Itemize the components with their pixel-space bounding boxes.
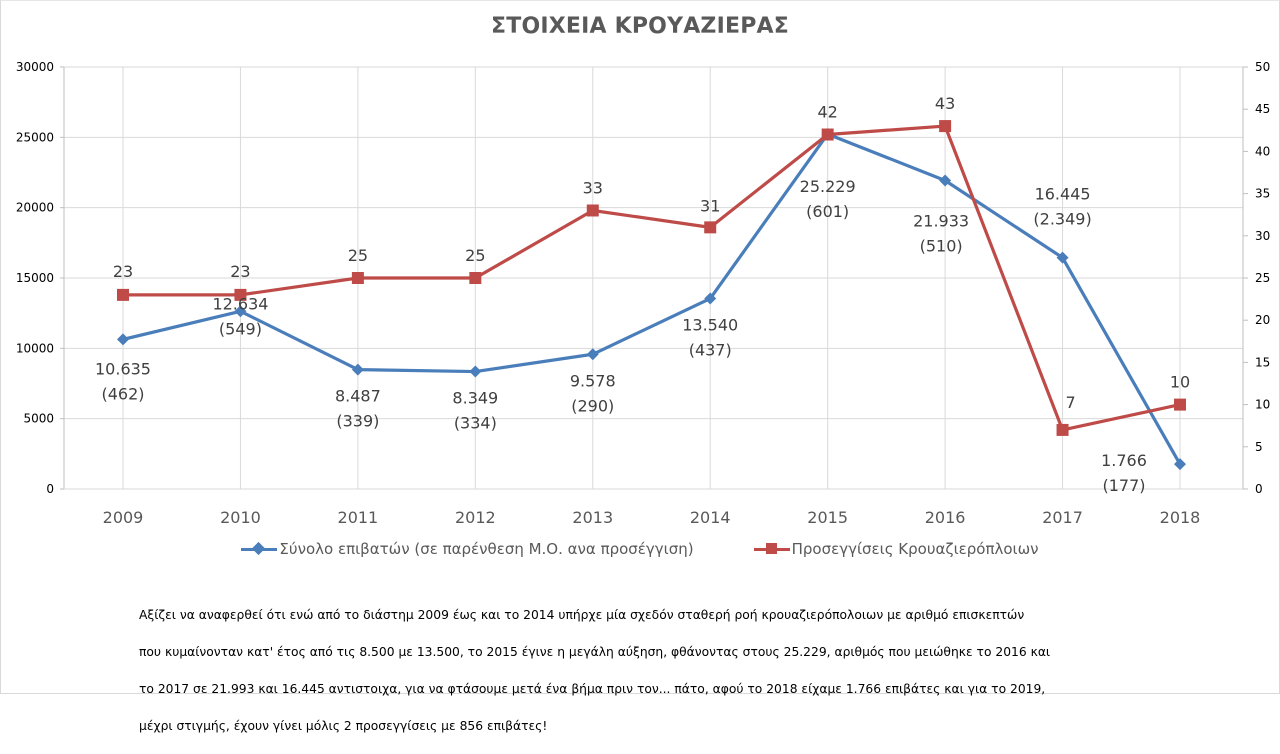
data-point-passengers	[704, 292, 717, 305]
y-right-tick-label: 35	[1255, 187, 1270, 201]
data-label-calls: 43	[935, 94, 955, 113]
data-point-calls	[586, 204, 599, 217]
series-line-passengers	[122, 132, 1182, 465]
data-point-calls	[469, 272, 482, 284]
y-right-tick-label: 25	[1255, 271, 1270, 285]
data-label-calls: 23	[113, 262, 133, 281]
y-left-tick-label: 10000	[16, 341, 54, 355]
data-label-calls: 25	[465, 246, 485, 265]
data-label-average: (334)	[454, 414, 497, 433]
data-labels: 10.635 (462) 12.634 (549) 8.487 (339) 8.349 (33…	[95, 94, 1190, 495]
data-point-calls	[704, 221, 717, 234]
data-point-passengers	[586, 348, 599, 361]
data-label-passengers: 1.766	[1101, 451, 1147, 470]
data-label-calls: 42	[817, 103, 837, 122]
data-point-calls	[351, 272, 364, 284]
x-tick-label: 2013	[572, 508, 613, 527]
data-label-passengers: 16.445	[1035, 185, 1091, 204]
data-point-passengers	[117, 333, 129, 346]
legend-label-passengers: Σύνολο επιβατών (σε παρένθεση Μ.Ο. ανα π…	[279, 540, 694, 558]
y-right-tick-label: 15	[1255, 355, 1270, 369]
x-tick-label: 2016	[925, 508, 966, 527]
y-right-tick-label: 0	[1255, 482, 1263, 496]
data-point-calls	[939, 120, 952, 133]
data-label-average: (549)	[219, 319, 262, 338]
legend-item-passengers[interactable]: Σύνολο επιβατών (σε παρένθεση Μ.Ο. ανα π…	[241, 540, 694, 558]
data-label-average: (339)	[336, 412, 379, 431]
data-label-calls: 7	[1065, 393, 1075, 412]
x-tick-label: 2012	[455, 508, 496, 527]
data-point-passengers	[351, 363, 364, 376]
x-tick-label: 2014	[690, 508, 731, 527]
data-point-calls	[117, 288, 129, 301]
data-label-average: (177)	[1102, 476, 1145, 495]
x-tick-label: 2010	[220, 508, 261, 527]
data-label-calls: 10	[1170, 373, 1190, 392]
y-right-tick-label: 30	[1255, 229, 1270, 243]
x-tick-label: 2015	[807, 508, 848, 527]
legend-label-calls: Προσεγγίσεις Κρουαζιερόπλοιων	[791, 540, 1039, 558]
data-label-passengers: 12.634	[212, 294, 268, 313]
data-label-average: (290)	[571, 396, 614, 415]
data-point-passengers	[1056, 251, 1069, 264]
x-tick-label: 2009	[103, 508, 144, 527]
diamond-marker-icon	[241, 541, 278, 556]
legend-item-calls[interactable]: Προσεγγίσεις Κρουαζιερόπλοιων	[753, 540, 1039, 558]
legend: Σύνολο επιβατών (σε παρένθεση Μ.Ο. ανα π…	[0, 540, 1280, 558]
y-left-tick-label: 0	[46, 482, 54, 496]
y-right-tick-label: 10	[1255, 398, 1270, 412]
y-right-tick-label: 40	[1255, 144, 1270, 158]
y-right-tick-label: 20	[1255, 313, 1270, 327]
data-point-calls	[1174, 398, 1186, 411]
data-label-passengers: 21.933	[913, 211, 969, 230]
data-label-passengers: 10.635	[95, 359, 151, 378]
y-right-tick-label: 45	[1255, 102, 1270, 116]
data-label-average: (601)	[806, 202, 849, 221]
data-label-calls: 23	[230, 262, 250, 281]
data-label-calls: 25	[348, 246, 368, 265]
y-left-tick-label: 15000	[16, 271, 54, 285]
series	[117, 120, 1186, 471]
data-label-passengers: 9.578	[570, 371, 616, 390]
y-left-tick-label: 5000	[23, 412, 54, 426]
data-label-passengers: 13.540	[682, 316, 738, 335]
series-line-calls	[123, 124, 1181, 432]
data-point-passengers	[234, 305, 247, 318]
chart-title: ΣΤΟΙΧΕΙΑ ΚΡΟΥΑΖΙΕΡΑΣ	[491, 14, 789, 39]
data-point-calls	[821, 128, 834, 141]
x-tick-label: 2011	[338, 508, 379, 527]
y-left-tick-label: 25000	[16, 130, 54, 144]
data-label-passengers: 25.229	[800, 177, 856, 196]
data-label-calls: 31	[700, 196, 720, 215]
y-right-tick-label: 50	[1255, 60, 1270, 74]
data-label-average: (462)	[101, 384, 144, 403]
data-point-passengers	[1174, 458, 1186, 471]
y-left-tick-label: 20000	[16, 201, 54, 215]
data-point-passengers	[469, 365, 482, 378]
note-text: Αξίζει να αναφερθεί ότι ενώ από το διάστ…	[139, 587, 1159, 754]
data-label-average: (2.349)	[1033, 210, 1091, 229]
data-label-calls: 33	[583, 178, 603, 197]
note-line: Αξίζει να αναφερθεί ότι ενώ από το διάστ…	[139, 607, 1025, 622]
data-label-average: (437)	[689, 341, 732, 360]
data-label-passengers: 8.487	[335, 387, 381, 406]
note-line: που κυμαίνονταν κατ' έτος από τις 8.500 …	[139, 644, 1051, 659]
y-right-tick-label: 5	[1255, 440, 1263, 454]
square-marker-icon	[753, 542, 790, 556]
data-point-calls	[234, 288, 247, 301]
data-point-passengers	[939, 174, 952, 187]
note-line: μέχρι στιγμής, έχουν γίνει μόλις 2 προσε…	[139, 719, 548, 734]
note-line: το 2017 σε 21.993 και 16.445 αντιστοιχα,…	[139, 681, 1046, 696]
data-label-passengers: 8.349	[452, 389, 498, 408]
data-label-average: (510)	[920, 236, 963, 255]
x-tick-label: 2017	[1042, 508, 1083, 527]
x-tick-label: 2018	[1160, 508, 1201, 527]
y-left-tick-label: 30000	[16, 60, 54, 74]
data-point-calls	[1056, 423, 1069, 436]
